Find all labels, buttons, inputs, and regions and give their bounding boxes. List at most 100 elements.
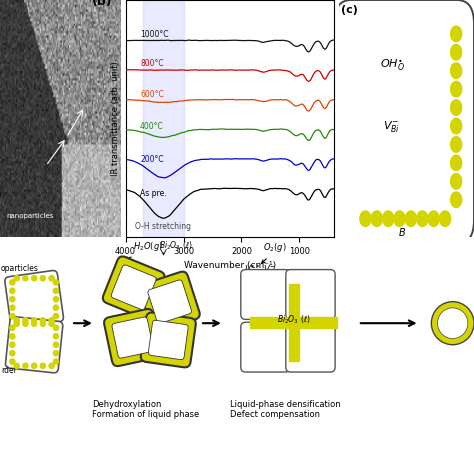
Text: 1000°C: 1000°C [140, 30, 169, 39]
Circle shape [9, 342, 15, 347]
Text: nanoparticles: nanoparticles [6, 213, 54, 219]
FancyBboxPatch shape [148, 320, 188, 360]
Text: As pre.: As pre. [140, 189, 167, 198]
FancyBboxPatch shape [103, 256, 164, 318]
FancyBboxPatch shape [111, 265, 156, 310]
FancyBboxPatch shape [334, 0, 474, 244]
Circle shape [360, 211, 371, 227]
Circle shape [438, 308, 468, 338]
Circle shape [451, 155, 462, 171]
Text: Liquid-phase densification
Defect compensation: Liquid-phase densification Defect compen… [230, 400, 340, 419]
Text: (c): (c) [341, 5, 358, 16]
Circle shape [23, 275, 28, 281]
Circle shape [31, 321, 36, 326]
Circle shape [53, 342, 59, 347]
Circle shape [14, 363, 19, 368]
Circle shape [49, 321, 54, 326]
Circle shape [417, 211, 428, 227]
Circle shape [49, 363, 54, 368]
Text: $V_{Bi}^{-}$: $V_{Bi}^{-}$ [383, 118, 401, 134]
Text: oparticles: oparticles [1, 264, 39, 273]
Circle shape [9, 280, 15, 285]
Circle shape [394, 211, 405, 227]
Circle shape [451, 118, 462, 134]
Circle shape [40, 275, 46, 281]
FancyBboxPatch shape [286, 270, 335, 319]
Circle shape [23, 363, 28, 368]
Circle shape [40, 363, 46, 368]
Circle shape [405, 211, 417, 227]
Text: (b): (b) [92, 0, 113, 8]
Text: $OH_O^{\bullet}$: $OH_O^{\bullet}$ [380, 57, 404, 73]
Circle shape [53, 359, 59, 364]
Circle shape [9, 351, 15, 356]
Circle shape [9, 359, 15, 364]
FancyBboxPatch shape [140, 272, 200, 332]
Circle shape [431, 301, 474, 345]
Circle shape [451, 63, 462, 79]
Text: 600°C: 600°C [140, 90, 164, 99]
FancyBboxPatch shape [241, 322, 290, 372]
Circle shape [23, 321, 28, 326]
Circle shape [9, 313, 15, 319]
FancyBboxPatch shape [141, 312, 196, 367]
Circle shape [428, 211, 439, 227]
Circle shape [53, 305, 59, 310]
Bar [289, 284, 299, 362]
Circle shape [9, 305, 15, 310]
Circle shape [53, 313, 59, 319]
Circle shape [439, 211, 451, 227]
FancyBboxPatch shape [112, 317, 154, 358]
Circle shape [40, 321, 46, 326]
FancyBboxPatch shape [104, 309, 161, 366]
Text: $CH_O^{\bullet}$: $CH_O^{\bullet}$ [117, 274, 134, 288]
Circle shape [49, 275, 54, 281]
Text: O-H stretching: O-H stretching [135, 222, 191, 231]
Circle shape [383, 211, 394, 227]
Circle shape [451, 173, 462, 189]
Circle shape [9, 288, 15, 293]
Circle shape [31, 275, 36, 281]
Circle shape [40, 318, 46, 323]
Circle shape [53, 334, 59, 339]
Bar [250, 318, 337, 328]
Circle shape [14, 275, 19, 281]
Circle shape [53, 351, 59, 356]
FancyBboxPatch shape [5, 271, 64, 328]
Text: $V_{Bi}^{-}$: $V_{Bi}^{-}$ [119, 287, 132, 301]
Circle shape [53, 325, 59, 330]
FancyBboxPatch shape [241, 270, 290, 319]
Circle shape [14, 318, 19, 323]
FancyBboxPatch shape [6, 317, 63, 373]
Circle shape [23, 318, 28, 323]
Text: $O_2(g)$: $O_2(g)$ [262, 241, 287, 263]
Circle shape [451, 45, 462, 60]
FancyBboxPatch shape [286, 322, 335, 372]
Circle shape [371, 211, 383, 227]
Text: 200°C: 200°C [140, 155, 164, 164]
Text: 400°C: 400°C [140, 122, 164, 131]
Circle shape [53, 297, 59, 302]
Text: B: B [398, 228, 405, 237]
Circle shape [9, 297, 15, 302]
Text: $Bi_2O_3$ $(\ell)$: $Bi_2O_3$ $(\ell)$ [277, 314, 310, 326]
Circle shape [53, 280, 59, 285]
Circle shape [451, 137, 462, 152]
Circle shape [451, 82, 462, 97]
Circle shape [31, 318, 36, 323]
Circle shape [53, 288, 59, 293]
Circle shape [451, 26, 462, 42]
FancyBboxPatch shape [148, 280, 191, 323]
Text: $V_{Bi}^{-}$: $V_{Bi}^{-}$ [263, 264, 276, 277]
Circle shape [9, 334, 15, 339]
Circle shape [31, 363, 36, 368]
Text: $V_O^{\bullet\bullet}$: $V_O^{\bullet\bullet}$ [244, 264, 260, 277]
Bar [143, 0, 183, 237]
Text: $Bi_2O_3$ $(\ell)$: $Bi_2O_3$ $(\ell)$ [159, 239, 192, 252]
X-axis label: Wavenumber (cm⁻¹): Wavenumber (cm⁻¹) [184, 261, 276, 270]
Circle shape [451, 192, 462, 208]
Text: rder: rder [1, 366, 17, 375]
Text: Dehydroxylation
Formation of liquid phase: Dehydroxylation Formation of liquid phas… [92, 400, 200, 419]
Circle shape [9, 325, 15, 330]
Text: 800°C: 800°C [140, 59, 164, 68]
